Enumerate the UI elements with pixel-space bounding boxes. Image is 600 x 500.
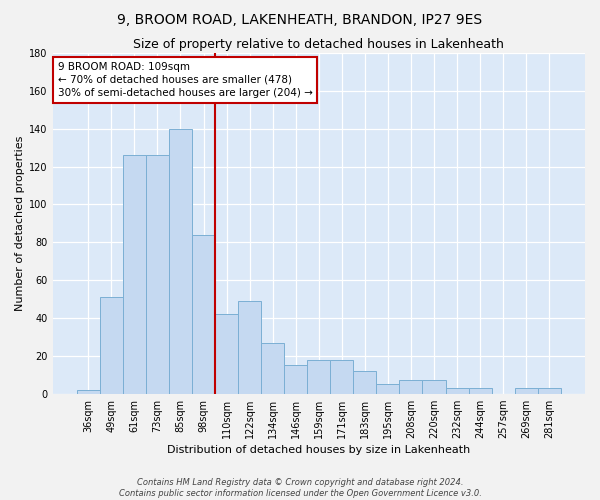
Bar: [261, 342, 284, 394]
Bar: [238, 301, 261, 394]
Bar: [376, 384, 400, 394]
Y-axis label: Number of detached properties: Number of detached properties: [15, 136, 25, 311]
Bar: [307, 360, 330, 394]
Text: 9, BROOM ROAD, LAKENHEATH, BRANDON, IP27 9ES: 9, BROOM ROAD, LAKENHEATH, BRANDON, IP27…: [118, 12, 482, 26]
Bar: [538, 388, 561, 394]
Bar: [123, 155, 146, 394]
Bar: [100, 297, 123, 394]
Bar: [353, 371, 376, 394]
Bar: [400, 380, 422, 394]
Bar: [192, 234, 215, 394]
Bar: [515, 388, 538, 394]
X-axis label: Distribution of detached houses by size in Lakenheath: Distribution of detached houses by size …: [167, 445, 470, 455]
Bar: [469, 388, 491, 394]
Bar: [169, 129, 192, 394]
Text: 9 BROOM ROAD: 109sqm
← 70% of detached houses are smaller (478)
30% of semi-deta: 9 BROOM ROAD: 109sqm ← 70% of detached h…: [58, 62, 313, 98]
Bar: [77, 390, 100, 394]
Bar: [146, 155, 169, 394]
Bar: [446, 388, 469, 394]
Text: Contains HM Land Registry data © Crown copyright and database right 2024.
Contai: Contains HM Land Registry data © Crown c…: [119, 478, 481, 498]
Bar: [215, 314, 238, 394]
Bar: [422, 380, 446, 394]
Bar: [330, 360, 353, 394]
Bar: [284, 366, 307, 394]
Title: Size of property relative to detached houses in Lakenheath: Size of property relative to detached ho…: [133, 38, 504, 51]
